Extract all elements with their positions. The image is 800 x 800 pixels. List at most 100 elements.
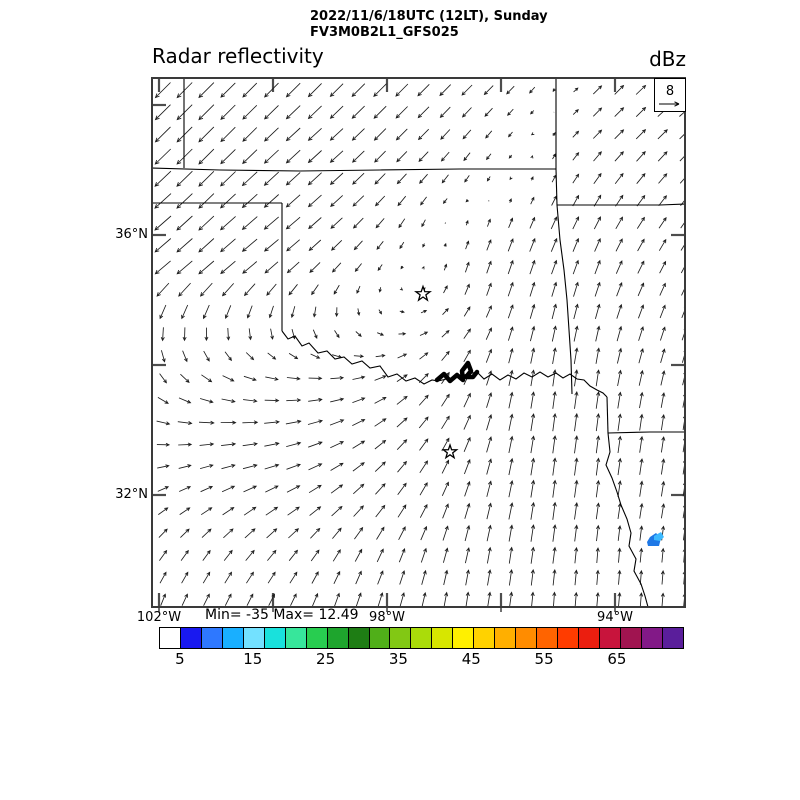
wind-arrow bbox=[486, 282, 492, 296]
wind-arrow bbox=[308, 376, 323, 381]
wind-arrow bbox=[573, 325, 579, 342]
wind-arrow bbox=[639, 525, 644, 541]
wind-arrow bbox=[507, 108, 514, 116]
wind-arrow bbox=[529, 303, 536, 319]
wind-arrow bbox=[176, 148, 193, 165]
wind-arrow bbox=[552, 457, 557, 476]
reflectivity-patch bbox=[654, 532, 664, 541]
wind-arrow bbox=[660, 370, 666, 386]
wind-arrow bbox=[285, 216, 301, 230]
wind-arrow bbox=[220, 149, 236, 165]
wind-arrow bbox=[219, 216, 236, 231]
wind-arrow bbox=[419, 482, 428, 496]
wind-arrow bbox=[552, 88, 556, 93]
wind-arrow bbox=[308, 397, 323, 402]
wind-arrow bbox=[241, 171, 258, 187]
colorbar-tick-label: 45 bbox=[461, 650, 481, 668]
wind-arrow bbox=[285, 127, 301, 142]
wind-arrow bbox=[399, 570, 406, 585]
wind-arrow bbox=[529, 237, 536, 252]
wind-arrow bbox=[574, 391, 579, 409]
wind-arrow bbox=[243, 506, 257, 516]
colorbar-cell bbox=[515, 627, 538, 649]
wind-arrow bbox=[352, 217, 364, 229]
wind-arrow bbox=[287, 506, 300, 516]
wind-arrow bbox=[551, 325, 557, 342]
wind-arrow bbox=[508, 457, 514, 476]
wind-arrow bbox=[378, 309, 383, 315]
wind-arrow bbox=[178, 464, 192, 469]
wind-arrow bbox=[154, 148, 171, 165]
wind-arrow bbox=[176, 215, 193, 231]
wind-arrow bbox=[311, 571, 319, 584]
wind-arrow bbox=[308, 217, 322, 230]
wind-arrow bbox=[615, 260, 623, 274]
wind-arrow bbox=[246, 593, 254, 606]
river-red-river bbox=[281, 330, 608, 398]
wind-arrow bbox=[398, 218, 406, 229]
wind-arrow bbox=[639, 413, 644, 431]
wind-arrow bbox=[220, 82, 236, 98]
wind-arrow bbox=[245, 549, 255, 561]
wind-arrow bbox=[595, 592, 600, 606]
wind-arrow bbox=[485, 305, 492, 318]
colorbar bbox=[159, 627, 684, 649]
wind-arrow bbox=[679, 178, 684, 184]
wind-arrow bbox=[288, 353, 299, 360]
wind-arrow bbox=[378, 287, 382, 293]
wind-arrow bbox=[574, 569, 579, 586]
wind-arrow bbox=[421, 219, 426, 228]
plot-title-datetime: 2022/11/6/18UTC (12LT), Sunday bbox=[310, 9, 548, 24]
wind-arrow bbox=[442, 503, 449, 519]
wind-arrow bbox=[396, 151, 408, 163]
wind-arrow bbox=[397, 353, 408, 359]
axis-ticks bbox=[153, 79, 684, 612]
wind-arrow bbox=[395, 83, 409, 97]
wind-arrow bbox=[200, 507, 213, 516]
wind-arrow bbox=[285, 419, 302, 425]
border-oklahoma-arkansas bbox=[556, 204, 573, 395]
wind-arrow bbox=[508, 217, 514, 228]
wind-arrow bbox=[594, 303, 601, 320]
wind-arrow bbox=[508, 198, 512, 203]
wind-arrow bbox=[508, 546, 514, 564]
wind-arrow bbox=[354, 526, 364, 540]
wind-arrow bbox=[574, 457, 579, 476]
wind-arrow bbox=[221, 283, 235, 297]
colorbar-tick-label: 5 bbox=[175, 650, 185, 668]
colorbar-cell bbox=[557, 627, 580, 649]
border-kansas-oklahoma-37N bbox=[153, 167, 556, 172]
wind-arrow bbox=[508, 524, 514, 542]
wind-arrow bbox=[176, 238, 193, 253]
wind-arrow bbox=[352, 397, 366, 403]
wind-arrow bbox=[374, 195, 386, 207]
wind-arrow bbox=[594, 281, 601, 297]
wind-arrow bbox=[573, 303, 579, 320]
wind-arrow bbox=[679, 156, 684, 162]
colorbar-cell bbox=[284, 627, 307, 649]
wind-arrow bbox=[464, 524, 471, 542]
wind-arrow bbox=[373, 128, 387, 141]
wind-arrow bbox=[160, 593, 167, 606]
wind-arrow bbox=[443, 285, 448, 294]
wind-arrow bbox=[330, 484, 344, 494]
wind-arrow bbox=[267, 549, 277, 561]
wind-arrow bbox=[352, 440, 366, 449]
wind-arrow bbox=[180, 528, 190, 538]
wind-arrow bbox=[289, 571, 298, 584]
wind-arrow bbox=[332, 527, 342, 539]
colorbar-cell bbox=[640, 627, 663, 649]
wind-arrow bbox=[290, 593, 297, 606]
wind-arrow bbox=[658, 195, 667, 207]
wind-arrow bbox=[399, 592, 405, 606]
border-missouri-arkansas-36p5N bbox=[557, 203, 684, 206]
wind-arrow bbox=[636, 216, 645, 229]
wind-arrow bbox=[356, 285, 361, 294]
wind-arrow bbox=[264, 261, 279, 274]
wind-arrow bbox=[637, 260, 645, 274]
wind-arrow bbox=[356, 308, 361, 316]
wind-arrow bbox=[263, 149, 279, 164]
wind-arrow bbox=[285, 82, 301, 98]
wind-arrow bbox=[159, 373, 167, 384]
wind-arrow bbox=[220, 104, 236, 120]
